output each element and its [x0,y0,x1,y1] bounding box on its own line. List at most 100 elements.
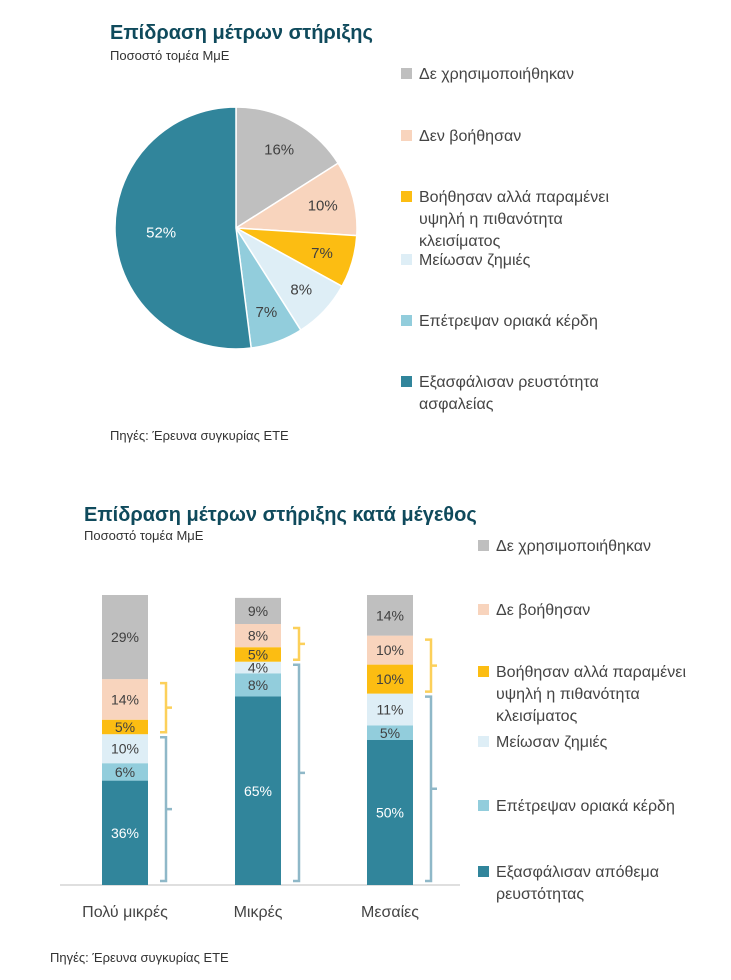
bracket [293,626,305,661]
legend-swatch [478,604,489,615]
bar-segment [102,763,148,781]
bracket [425,638,437,693]
bar-segment [102,719,148,735]
pie-slice-label: 16% [264,142,294,159]
legend-swatch [478,800,489,811]
pie-legend-item: Επέτρεψαν οριακά κέρδη [401,311,636,333]
pie-slice-label: 7% [255,304,277,321]
legend-swatch [401,191,412,202]
pie-slice-label: 52% [146,225,176,242]
bar-value-label: 11% [377,702,404,718]
legend-label: Βοήθησαν αλλά παραμένει υψηλή η πιθανότη… [496,664,686,725]
bar-segment [235,624,281,648]
legend-label: Δε χρησιμοποιήθηκαν [496,538,651,555]
bar-legend-item: Δε βοήθησαν [478,600,688,622]
pie-slice [114,106,253,350]
bar-value-label: 8% [248,677,268,693]
legend-swatch [478,666,489,677]
bar-segment [367,664,413,694]
bar-value-label: 8% [248,628,268,644]
bar-segment [235,696,281,885]
bar-value-label: 5% [248,646,268,662]
legend-label: Δε βοήθησαν [496,602,591,619]
bar-legend-item: Εξασφάλισαν απόθεμα ρευστότητας [478,862,688,906]
bar-value-label: 14% [376,607,404,623]
stacked-bar-chart: 36%6%10%5%14%29%Πολύ μικρές65%8%4%5%8%9%… [60,595,460,921]
pie-legend-item: Δεν βοήθησαν [401,126,636,148]
legend-swatch [478,540,489,551]
bar-value-label: 6% [115,764,135,780]
bar-segment [235,597,281,624]
x-tick-label: Μικρές [234,904,283,921]
legend-label: Δε χρησιμοποιήθηκαν [419,66,574,83]
bar-segment [102,679,148,720]
legend-swatch [401,376,412,387]
legend-label: Εξασφάλισαν απόθεμα ρευστότητας [496,864,659,903]
pie-slice-label: 7% [311,245,333,262]
bar-value-label: 5% [380,725,400,741]
bar-segment [367,635,413,665]
bar-segment [367,740,413,885]
pie-slice-label: 8% [290,281,312,298]
x-tick-label: Πολύ μικρές [82,904,168,921]
bar-value-label: 36% [111,825,139,841]
legend-label: Εξασφάλισαν ρευστότητα ασφαλείας [419,374,599,413]
legend-swatch [401,254,412,265]
legend-label: Βοήθησαν αλλά παραμένει υψηλή η πιθανότη… [419,189,609,250]
pie-legend-item: Δε χρησιμοποιήθηκαν [401,64,636,86]
bracket [160,681,172,734]
bar-segment [367,693,413,726]
legend-swatch [401,68,412,79]
bracket [425,695,437,883]
legend-swatch [401,130,412,141]
pie-slice [233,162,358,237]
bar-legend-item: Δε χρησιμοποιήθηκαν [478,536,688,558]
bar-value-label: 10% [376,671,404,687]
bar-segment [235,647,281,662]
legend-swatch [401,315,412,326]
bar-legend-item: Μείωσαν ζημιές [478,732,688,754]
pie-slice [235,106,340,230]
bar-value-label: 10% [111,741,139,757]
legend-label: Επέτρεψαν οριακά κέρδη [496,798,675,815]
pie-chart-subtitle: Ποσοστό τομέα ΜμΕ [110,48,230,63]
pie-legend-item: Μείωσαν ζημιές [401,250,636,272]
bar-segment [102,780,148,885]
legend-swatch [478,866,489,877]
bar-segment [102,595,148,680]
bar-segment [102,734,148,764]
legend-label: Δεν βοήθησαν [419,128,522,145]
bracket [293,663,305,883]
bar-value-label: 10% [376,642,404,658]
bar-legend-item: Βοήθησαν αλλά παραμένει υψηλή η πιθανότη… [478,662,688,728]
legend-label: Επέτρεψαν οριακά κέρδη [419,313,598,330]
bracket [160,735,172,883]
bar-value-label: 9% [248,603,268,619]
pie-chart-source: Πηγές: Έρευνα συγκυρίας ΕΤΕ [110,428,289,443]
bar-value-label: 50% [376,805,404,821]
legend-label: Μείωσαν ζημιές [419,252,531,269]
bar-value-label: 29% [111,629,139,645]
bar-value-label: 4% [248,660,268,676]
bar-segment [367,725,413,740]
bar-legend-item: Επέτρεψαν οριακά κέρδη [478,796,688,818]
bar-segment [235,661,281,674]
bar-chart-subtitle: Ποσοστό τομέα ΜμΕ [84,528,204,543]
pie-legend-item: Εξασφάλισαν ρευστότητα ασφαλείας [401,372,636,416]
pie-chart-title: Επίδραση μέτρων στήριξης [110,22,373,44]
pie-chart: 16% 10% 7% 8% 7% 52% [114,106,358,350]
bar-value-label: 65% [244,783,272,799]
bar-legend: Δε χρησιμοποιήθηκαν Δε βοήθησαν Βοήθησαν α… [478,0,728,980]
legend-label: Μείωσαν ζημιές [496,734,608,751]
pie-legend-item: Βοήθησαν αλλά παραμένει υψηλή η πιθανότη… [401,187,636,253]
bar-segment [367,595,413,636]
bar-chart-source: Πηγές: Έρευνα συγκυρίας ΕΤΕ [50,950,229,965]
legend-swatch [478,736,489,747]
bar-segment [235,673,281,697]
pie-legend: Δε χρησιμοποιήθηκαν Δεν βοήθησαν Βοήθησαν … [401,0,701,440]
bar-value-label: 14% [111,691,139,707]
bar-chart-title: Επίδραση μέτρων στήριξης κατά μέγεθος [84,504,477,526]
x-tick-label: Μεσαίες [361,904,419,921]
bar-value-label: 5% [115,719,135,735]
pie-slice-label: 10% [308,198,338,215]
